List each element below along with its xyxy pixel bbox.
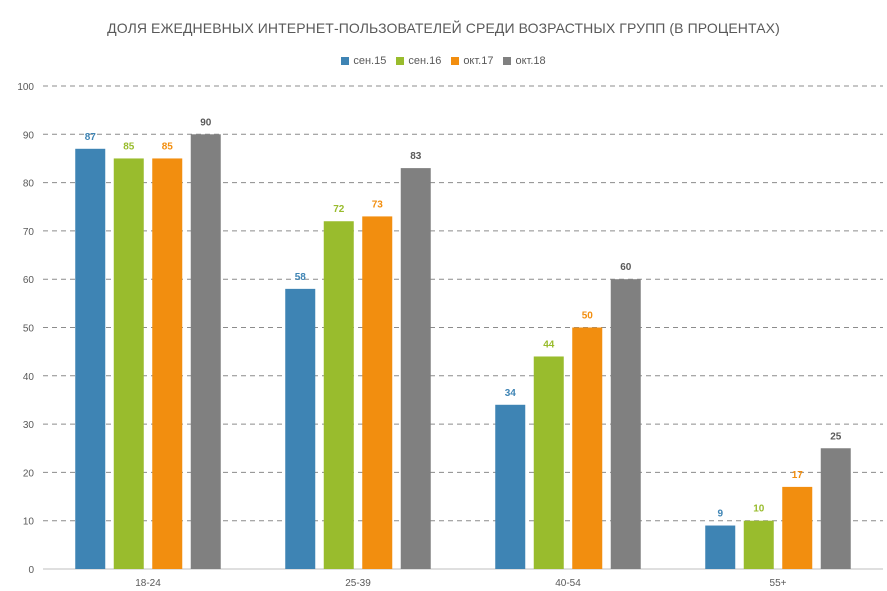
bar-2-2 xyxy=(572,327,603,569)
y-tick-label-0: 0 xyxy=(28,565,34,576)
y-tick-label-90: 90 xyxy=(23,130,35,141)
legend-entry-3: окт.18 xyxy=(503,55,546,67)
x-tick-label-0: 18-24 xyxy=(135,578,161,589)
legend-label-2: окт.17 xyxy=(463,55,494,67)
data-label-3-0: 90 xyxy=(200,117,212,128)
y-tick-label-100: 100 xyxy=(17,82,34,93)
x-tick-label-2: 40-54 xyxy=(555,578,581,589)
data-label-1-0: 85 xyxy=(123,141,135,152)
bar-3-0 xyxy=(190,134,221,570)
bar-0-0 xyxy=(75,148,106,570)
legend-label-3: окт.18 xyxy=(515,55,546,67)
bar-3-2 xyxy=(610,279,641,569)
legend-label-0: сен.15 xyxy=(353,55,387,67)
bar-0-3 xyxy=(705,525,736,569)
data-label-3-2: 60 xyxy=(620,262,632,273)
data-label-1-3: 10 xyxy=(753,504,765,515)
data-label-2-1: 73 xyxy=(372,199,384,210)
legend-swatch-1 xyxy=(396,57,405,65)
legend-swatch-0 xyxy=(341,57,350,65)
data-label-3-1: 83 xyxy=(410,151,422,162)
bar-2-3 xyxy=(782,486,813,569)
bar-3-1 xyxy=(400,168,431,570)
y-tick-label-50: 50 xyxy=(23,324,35,335)
y-tick-label-80: 80 xyxy=(23,179,35,190)
bar-0-2 xyxy=(495,404,526,569)
bar-2-1 xyxy=(362,216,393,569)
x-tick-label-3: 55+ xyxy=(770,578,787,589)
legend-entry-0: сен.15 xyxy=(341,55,386,67)
data-label-1-1: 72 xyxy=(333,204,345,215)
data-label-0-1: 58 xyxy=(295,272,307,283)
bar-0-1 xyxy=(285,288,316,569)
chart-title: ДОЛЯ ЕЖЕДНЕВНЫХ ИНТЕРНЕТ-ПОЛЬЗОВАТЕЛЕЙ С… xyxy=(107,20,780,36)
y-tick-label-30: 30 xyxy=(23,420,35,431)
bar-1-1 xyxy=(323,221,354,570)
bar-1-2 xyxy=(533,356,564,569)
legend-entry-2: окт.17 xyxy=(451,55,493,67)
data-label-1-2: 44 xyxy=(543,339,555,350)
y-tick-label-60: 60 xyxy=(23,275,35,286)
legend-swatch-3 xyxy=(503,57,512,65)
y-tick-label-20: 20 xyxy=(23,468,35,479)
legend-entry-1: сен.16 xyxy=(396,55,441,67)
data-label-2-0: 85 xyxy=(162,141,174,152)
bar-3-3 xyxy=(820,448,851,569)
data-label-2-2: 50 xyxy=(582,311,594,322)
y-tick-label-10: 10 xyxy=(23,517,35,528)
bar-1-3 xyxy=(743,520,774,569)
legend-label-1: сен.16 xyxy=(408,55,442,67)
bar-2-0 xyxy=(152,158,183,569)
data-label-0-2: 34 xyxy=(505,388,517,399)
data-label-0-0: 87 xyxy=(85,132,97,143)
data-label-2-3: 17 xyxy=(792,470,804,481)
x-tick-label-1: 25-39 xyxy=(345,578,371,589)
y-tick-label-70: 70 xyxy=(23,227,35,238)
data-label-0-3: 9 xyxy=(717,509,723,520)
legend-swatch-2 xyxy=(451,57,460,65)
y-tick-label-40: 40 xyxy=(23,372,35,383)
data-label-3-3: 25 xyxy=(830,431,842,442)
bar-1-0 xyxy=(113,158,144,569)
legend: сен.15 сен.16 окт.17 окт.18 xyxy=(0,55,887,67)
